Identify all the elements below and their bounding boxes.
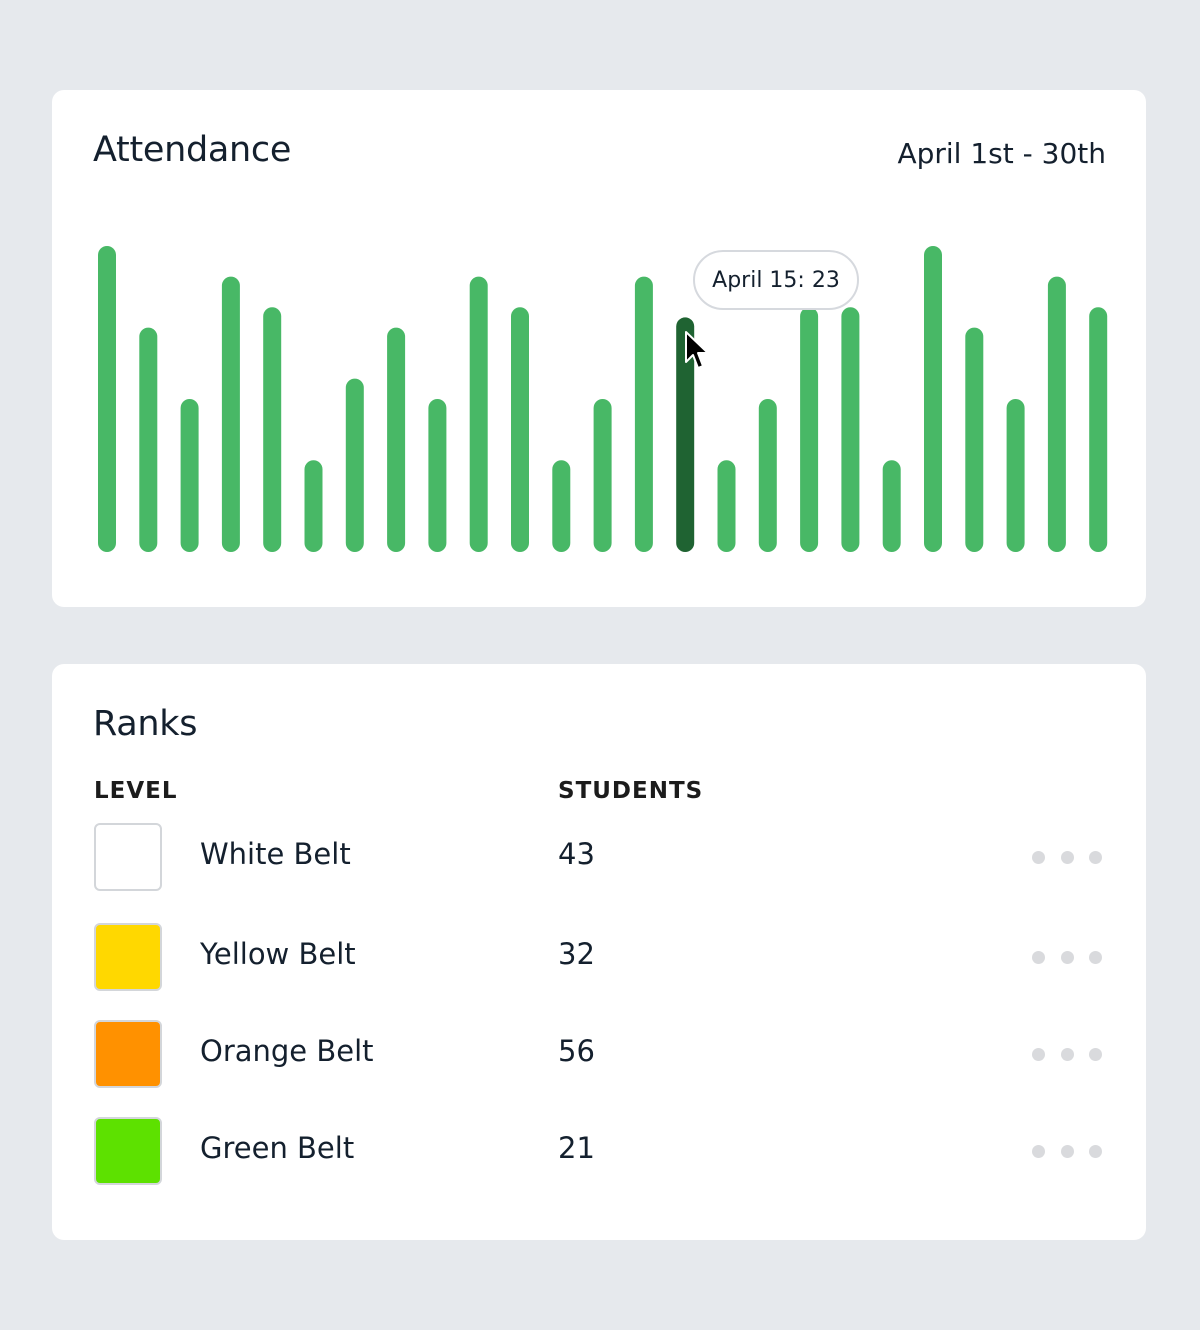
more-options-button[interactable] xyxy=(1032,847,1102,867)
rank-name: Green Belt xyxy=(200,1131,355,1165)
more-options-button[interactable] xyxy=(1032,1044,1102,1064)
attendance-bar[interactable] xyxy=(593,399,612,552)
attendance-bar[interactable] xyxy=(345,378,364,552)
attendance-bar[interactable] xyxy=(180,399,199,552)
attendance-bar[interactable] xyxy=(924,246,942,552)
rank-name: Orange Belt xyxy=(200,1034,374,1068)
more-horizontal-icon xyxy=(1032,1144,1045,1158)
ranks-card: Ranks LEVEL STUDENTS White Belt 43 Yello… xyxy=(52,664,1146,1240)
attendance-bar[interactable] xyxy=(387,327,406,552)
attendance-bar[interactable] xyxy=(511,307,529,552)
attendance-bar[interactable] xyxy=(758,399,777,552)
attendance-bar[interactable] xyxy=(428,399,447,552)
attendance-bar[interactable] xyxy=(676,317,695,552)
attendance-bar[interactable] xyxy=(1047,276,1066,552)
attendance-card: Attendance April 1st - 30th April 15: 23 xyxy=(52,90,1146,607)
attendance-bar[interactable] xyxy=(1089,307,1108,552)
belt-color-swatch xyxy=(94,923,162,991)
attendance-bar[interactable] xyxy=(98,246,116,552)
attendance-bar[interactable] xyxy=(882,460,901,552)
student-count: 32 xyxy=(558,937,595,971)
attendance-bar[interactable] xyxy=(1006,399,1025,552)
belt-color-swatch xyxy=(94,823,162,891)
attendance-chart xyxy=(98,246,1108,552)
more-horizontal-icon xyxy=(1032,950,1045,964)
attendance-bar[interactable] xyxy=(469,276,488,552)
more-options-button[interactable] xyxy=(1032,1141,1102,1161)
attendance-bar[interactable] xyxy=(717,460,736,552)
student-count: 43 xyxy=(558,837,595,871)
ranks-title: Ranks xyxy=(93,704,198,744)
attendance-bar[interactable] xyxy=(263,307,282,552)
attendance-bar[interactable] xyxy=(304,460,323,552)
attendance-bar[interactable] xyxy=(841,307,860,552)
more-horizontal-icon xyxy=(1032,850,1045,864)
mouse-cursor-icon xyxy=(685,331,709,369)
attendance-bar[interactable] xyxy=(139,327,158,552)
belt-color-swatch xyxy=(94,1117,162,1185)
attendance-bar[interactable] xyxy=(800,307,819,552)
more-horizontal-icon xyxy=(1032,1047,1045,1061)
belt-color-swatch xyxy=(94,1020,162,1088)
rank-row: White Belt 43 xyxy=(52,823,1146,891)
attendance-bar[interactable] xyxy=(552,460,571,552)
rank-row: Green Belt 21 xyxy=(52,1117,1146,1185)
student-count: 21 xyxy=(558,1131,595,1165)
rank-row: Orange Belt 56 xyxy=(52,1020,1146,1088)
more-options-button[interactable] xyxy=(1032,947,1102,967)
rank-name: Yellow Belt xyxy=(200,937,356,971)
attendance-bar[interactable] xyxy=(221,276,240,552)
date-range-selector[interactable]: April 1st - 30th xyxy=(897,137,1106,170)
chart-tooltip: April 15: 23 xyxy=(693,250,859,310)
rank-name: White Belt xyxy=(200,837,351,871)
attendance-title: Attendance xyxy=(93,130,292,170)
student-count: 56 xyxy=(558,1034,595,1068)
level-column-header: LEVEL xyxy=(94,778,178,804)
students-column-header: STUDENTS xyxy=(558,778,704,804)
rank-row: Yellow Belt 32 xyxy=(52,923,1146,991)
attendance-bar[interactable] xyxy=(634,276,653,552)
attendance-bar[interactable] xyxy=(965,327,984,552)
